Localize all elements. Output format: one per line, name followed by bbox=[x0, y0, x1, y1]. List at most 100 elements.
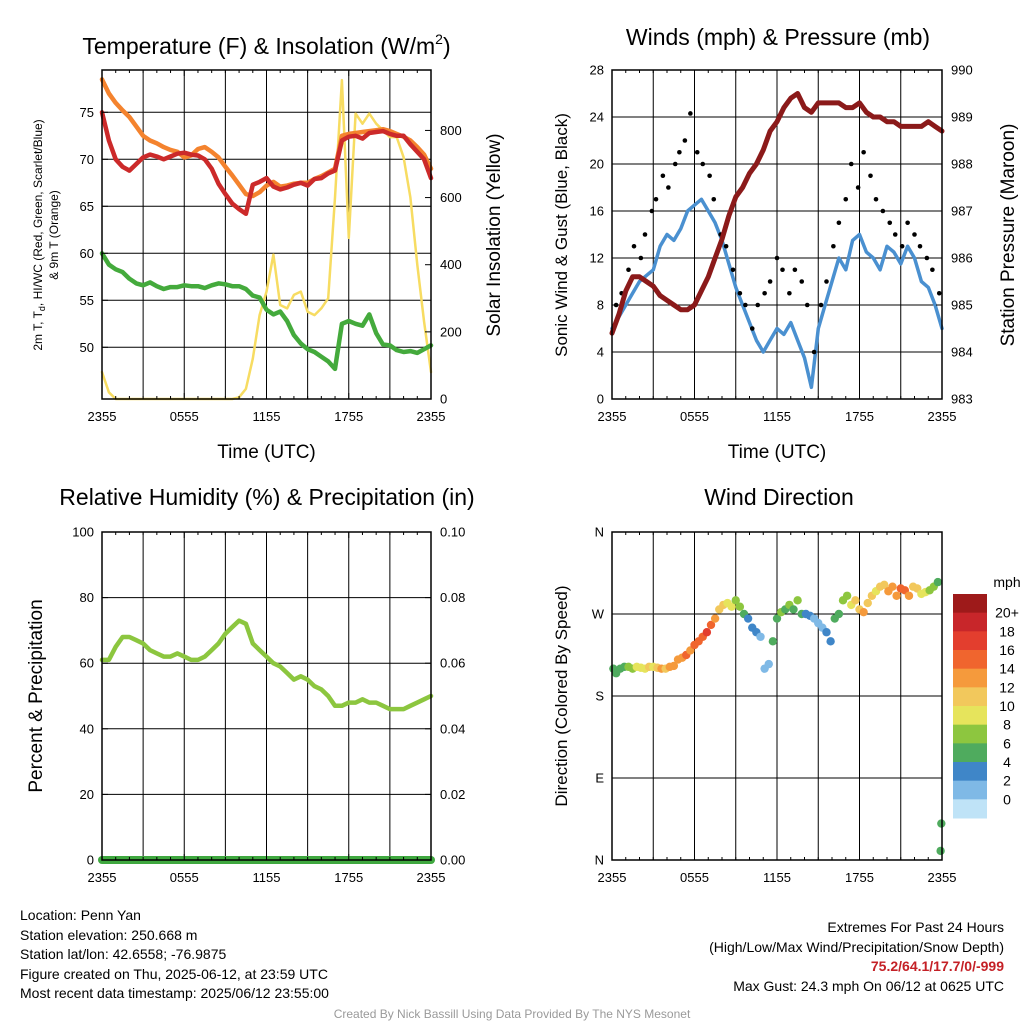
x-tick-label: 1155 bbox=[253, 870, 281, 885]
colorbar-label: 4 bbox=[1003, 754, 1011, 770]
gust-point bbox=[936, 290, 942, 296]
y-tick-label: 8 bbox=[597, 298, 604, 313]
rh-y-label: Percent & Precipitation bbox=[26, 599, 47, 792]
sonic-wind-line bbox=[610, 197, 944, 390]
x-tick-label: 1755 bbox=[334, 409, 363, 424]
temp-y-label-line2: & 9m T (Orange) bbox=[47, 190, 61, 280]
y-tick-label-right: 988 bbox=[951, 157, 973, 172]
extremes-legend: (High/Low/Max Wind/Precipitation/Snow De… bbox=[709, 938, 1004, 955]
gust-point bbox=[831, 243, 836, 249]
y-tick-label: 12 bbox=[590, 251, 604, 266]
x-tick-label: 2355 bbox=[928, 870, 957, 885]
y-tick-label: 80 bbox=[80, 590, 94, 605]
direction-point bbox=[888, 582, 897, 591]
direction-point bbox=[933, 577, 943, 587]
y-tick-label: 50 bbox=[80, 340, 94, 355]
direction-point bbox=[842, 591, 852, 600]
colorbar-label: 2 bbox=[1003, 773, 1011, 789]
speed-colorbar: mph 20+ 18 16 14 12 10 8 6 4 2 0 bbox=[953, 574, 1021, 819]
station-info: Location: Penn Yan Station elevation: 25… bbox=[20, 906, 329, 1004]
y-tick-label-right: 600 bbox=[440, 190, 462, 205]
y-tick-label: 40 bbox=[80, 721, 94, 736]
gust-point bbox=[880, 208, 886, 214]
wind-panel-title: Winds (mph) & Pressure (mb) bbox=[626, 24, 930, 50]
gust-point bbox=[677, 149, 682, 155]
direction-point bbox=[669, 661, 679, 671]
y-tick-label: 70 bbox=[80, 152, 94, 167]
colorbar-label: 12 bbox=[999, 679, 1015, 695]
gust-point bbox=[848, 161, 854, 167]
gust-point bbox=[688, 111, 693, 116]
direction-point bbox=[863, 598, 872, 608]
y-tick-label: 100 bbox=[72, 525, 94, 540]
direction-point bbox=[702, 628, 712, 637]
colorbar-label: 16 bbox=[999, 642, 1015, 658]
colorbar-swatch bbox=[953, 706, 987, 726]
max-gust-text: Max Gust: 24.3 mph On 06/12 at 0625 UTC bbox=[733, 977, 1004, 994]
gust-point bbox=[626, 267, 631, 273]
y-tick-label-right: 983 bbox=[951, 392, 973, 407]
gust-point bbox=[631, 243, 637, 249]
colorbar-label: 6 bbox=[1003, 735, 1011, 751]
gust-point bbox=[843, 196, 849, 202]
colorbar-swatch bbox=[953, 668, 987, 688]
rh-panel-title: Relative Humidity (%) & Precipitation (i… bbox=[59, 484, 474, 510]
y-tick-label: 20 bbox=[80, 787, 94, 802]
direction-point bbox=[789, 605, 798, 614]
colorbar-swatch bbox=[953, 799, 987, 819]
direction-point bbox=[880, 580, 889, 590]
gust-point bbox=[861, 149, 866, 155]
gust-point bbox=[743, 302, 748, 308]
recent-data-text: Most recent data timestamp: 2025/06/12 2… bbox=[20, 985, 329, 1001]
x-tick-label: 2355 bbox=[928, 409, 957, 424]
y-tick-label-right: 0 bbox=[440, 392, 447, 407]
y-tick-label: 75 bbox=[80, 105, 94, 120]
colorbar-swatch bbox=[953, 780, 987, 800]
extremes-title: Extremes For Past 24 Hours bbox=[827, 919, 1004, 935]
colorbar-swatch bbox=[953, 594, 987, 614]
gust-point bbox=[930, 267, 935, 273]
y-tick-label-right: 987 bbox=[951, 204, 973, 219]
colorbar-swatch bbox=[953, 687, 987, 707]
y-tick-label-right: 986 bbox=[951, 251, 973, 266]
gust-point bbox=[792, 267, 798, 273]
direction-point bbox=[822, 628, 831, 637]
gust-point bbox=[723, 243, 729, 249]
direction-point bbox=[768, 637, 778, 646]
gust-point bbox=[638, 255, 644, 261]
y-tick-label-right: 200 bbox=[440, 324, 462, 339]
direction-point bbox=[892, 591, 901, 600]
x-tick-label: 0555 bbox=[680, 870, 709, 885]
direction-point bbox=[731, 596, 740, 605]
gust-point bbox=[836, 220, 842, 226]
colorbar-title: mph bbox=[993, 574, 1020, 590]
x-tick-label: 0555 bbox=[170, 870, 199, 885]
y-tick-label: 60 bbox=[80, 656, 94, 671]
x-tick-label: 2355 bbox=[598, 409, 627, 424]
y-tick-label-right: 0.08 bbox=[440, 590, 465, 605]
y-tick-label-right: 985 bbox=[951, 298, 973, 313]
y-tick-label-right: 0.06 bbox=[440, 656, 465, 671]
gust-point bbox=[787, 290, 792, 296]
elevation-text: Station elevation: 250.668 m bbox=[20, 926, 198, 943]
x-tick-label: 2355 bbox=[598, 870, 627, 885]
gust-point bbox=[700, 161, 706, 167]
gust-point bbox=[707, 173, 712, 179]
direction-point bbox=[772, 614, 782, 623]
x-tick-label: 1155 bbox=[763, 870, 791, 885]
gust-point bbox=[855, 185, 861, 190]
temp-panel-title: Temperature (F) & Insolation (W/m2) bbox=[82, 31, 450, 59]
temp-y-label-line1: 2m T, Td, HI/WC (Red, Green, Scarlet/Blu… bbox=[31, 119, 47, 350]
extremes-values: 75.2/64.1/17.7/0/-999 bbox=[870, 958, 1004, 974]
colorbar-swatch bbox=[953, 762, 987, 782]
gust-point bbox=[730, 267, 736, 273]
y-tick-label: 0 bbox=[87, 853, 94, 868]
gust-point bbox=[868, 173, 873, 179]
gust-point bbox=[649, 208, 655, 214]
gust-point bbox=[755, 302, 761, 308]
colorbar-label: 14 bbox=[999, 661, 1015, 677]
gust-point bbox=[642, 232, 648, 237]
y-tick-label: W bbox=[592, 607, 605, 622]
dir-y-label: Direction (Colored By Speed) bbox=[552, 585, 571, 806]
